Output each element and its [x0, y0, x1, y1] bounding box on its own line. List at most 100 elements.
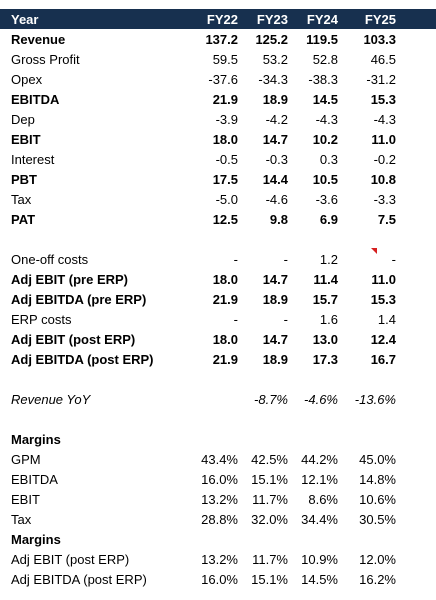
cell-value: 11.4 — [313, 271, 338, 287]
cell-value: - — [283, 251, 288, 267]
cell-value: 13.0 — [312, 331, 338, 347]
cell-value: 12.4 — [370, 331, 396, 347]
cell-value: 52.8 — [312, 51, 338, 67]
row-label: Revenue YoY — [11, 391, 91, 407]
header-fy22: FY22 — [206, 11, 238, 27]
pl-row: Interest -0.5 -0.3 0.3 -0.2 — [0, 149, 436, 169]
cell-value: 13.2% — [201, 491, 238, 507]
cell-value: -4.3 — [315, 111, 338, 127]
cell-value: -0.2 — [373, 151, 396, 167]
row-label: One-off costs — [11, 251, 89, 267]
cell-value: 11.7% — [252, 491, 288, 507]
cell-value: -0.3 — [265, 151, 288, 167]
cell-value: 30.5% — [359, 511, 396, 527]
cell-value: - — [233, 311, 238, 327]
margin2-row: Adj EBITDA (post ERP) 16.0% 15.1% 14.5% 16.2… — [0, 569, 436, 589]
cell-value: -13.6% — [354, 391, 396, 407]
row-label: Opex — [11, 71, 43, 87]
cell-value: 119.5 — [306, 31, 338, 47]
cell-value: 18.0 — [212, 271, 238, 287]
cell-value: 8.6% — [308, 491, 338, 507]
cell-value: 10.9% — [301, 551, 338, 567]
row-label: Interest — [11, 151, 55, 167]
adj-row: Adj EBIT (post ERP) 18.0 14.7 13.0 12.4 — [0, 329, 436, 349]
cell-value: 28.8% — [201, 511, 238, 527]
cell-value: - — [283, 311, 288, 327]
cell-value: 17.3 — [312, 351, 338, 367]
cell-value: -4.3 — [373, 111, 396, 127]
cell-value: 1.4 — [377, 311, 396, 327]
row-label: Gross Profit — [11, 51, 80, 67]
cell-value: 10.5 — [312, 171, 338, 187]
comment-marker-icon[interactable] — [371, 248, 377, 254]
cell-value: 15.3 — [370, 291, 396, 307]
pl-row: Opex -37.6 -34.3 -38.3 -31.2 — [0, 69, 436, 89]
cell-value: -5.0 — [215, 191, 238, 207]
cell-value: 18.0 — [212, 331, 238, 347]
cell-value: 18.0 — [212, 131, 238, 147]
header-fy23: FY23 — [256, 11, 288, 27]
margins2-title: Margins — [0, 529, 436, 549]
cell-value: 16.0% — [201, 471, 238, 487]
header-year: Year — [11, 11, 39, 27]
cell-value: 21.9 — [212, 291, 238, 307]
row-label: Adj EBITDA (pre ERP) — [11, 291, 147, 307]
margin-row: EBITDA 16.0% 15.1% 12.1% 14.8% — [0, 469, 436, 489]
row-label: PAT — [11, 211, 36, 227]
cell-value: -37.6 — [208, 71, 238, 87]
cell-value: 11.0 — [371, 271, 396, 287]
row-label: EBITDA — [11, 91, 60, 107]
cell-value: 13.2% — [201, 551, 238, 567]
cell-value: 11.0 — [371, 131, 396, 147]
cell-value: 59.5 — [212, 51, 238, 67]
cell-value: -8.7% — [254, 391, 288, 407]
cell-value: 1.6 — [319, 311, 338, 327]
pl-row: PAT 12.5 9.8 6.9 7.5 — [0, 209, 436, 229]
cell-value: 10.6% — [359, 491, 396, 507]
cell-value: 21.9 — [212, 351, 238, 367]
cell-value: 15.1% — [251, 571, 288, 587]
cell-value: 12.0% — [359, 551, 396, 567]
cell-value: - — [233, 251, 238, 267]
adj-row: One-off costs - - 1.2 - — [0, 249, 436, 269]
row-label: EBIT — [11, 131, 41, 147]
cell-value: 7.5 — [377, 211, 396, 227]
row-label: Tax — [11, 511, 32, 527]
row-label: Adj EBITDA (post ERP) — [11, 351, 154, 367]
cell-value: 14.7 — [262, 271, 288, 287]
cell-value: -34.3 — [258, 71, 288, 87]
row-label: Margins — [11, 531, 61, 547]
cell-value: 1.2 — [319, 251, 338, 267]
cell-value: 6.9 — [319, 211, 338, 227]
yoy-row: Revenue YoY -8.7% -4.6% -13.6% — [0, 389, 436, 409]
margin-row: EBIT 13.2% 11.7% 8.6% 10.6% — [0, 489, 436, 509]
row-label: Dep — [11, 111, 35, 127]
cell-value: 14.5% — [301, 571, 338, 587]
row-label: EBIT — [11, 491, 40, 507]
cell-value: 18.9 — [262, 291, 288, 307]
cell-value: 10.8 — [370, 171, 396, 187]
cell-value: -3.6 — [315, 191, 338, 207]
margins-title: Margins — [0, 429, 436, 449]
cell-value: 14.7 — [262, 131, 288, 147]
cell-value: 16.0% — [201, 571, 238, 587]
row-label: Tax — [11, 191, 32, 207]
cell-value: 45.0% — [359, 451, 396, 467]
cell-value: 18.9 — [262, 351, 288, 367]
cell-value: 17.5 — [212, 171, 238, 187]
cell-value: 14.5 — [312, 91, 338, 107]
adj-row: Adj EBITDA (pre ERP) 21.9 18.9 15.7 15.3 — [0, 289, 436, 309]
pl-row: Gross Profit 59.5 53.2 52.8 46.5 — [0, 49, 436, 69]
pl-row: EBIT 18.0 14.7 10.2 11.0 — [0, 129, 436, 149]
pl-row: Tax -5.0 -4.6 -3.6 -3.3 — [0, 189, 436, 209]
cell-value: -4.6% — [304, 391, 338, 407]
cell-value: 125.2 — [255, 31, 288, 47]
row-label: Adj EBIT (post ERP) — [11, 551, 130, 567]
cell-value: -31.2 — [366, 71, 396, 87]
cell-value: 14.8% — [359, 471, 396, 487]
cell-value: 14.4 — [262, 171, 288, 187]
cell-value: 10.2 — [312, 131, 338, 147]
header-fy25: FY25 — [364, 11, 396, 27]
cell-value: 16.7 — [370, 351, 396, 367]
cell-value: 11.7% — [252, 551, 288, 567]
